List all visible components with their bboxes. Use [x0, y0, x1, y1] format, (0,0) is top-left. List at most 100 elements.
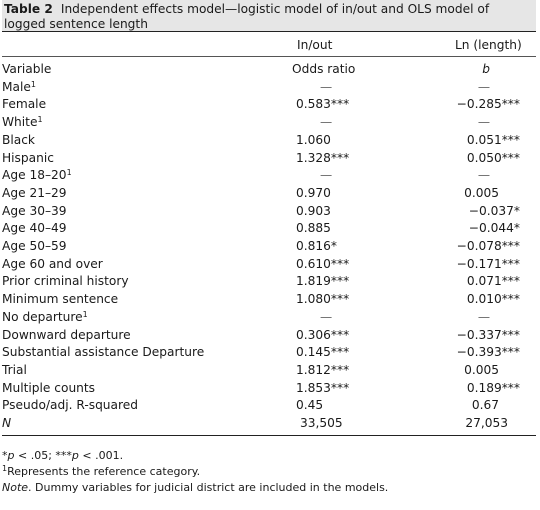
row-label-text: Age 21–29 [2, 185, 67, 200]
table-row: Pseudo/adj. R-squared 0.45 0.67 [2, 397, 536, 415]
row-label-text: Age 18–20 [2, 168, 67, 183]
reference-superscript: 1 [30, 79, 36, 89]
row-label-text: Age 60 and over [2, 256, 103, 271]
table-container: Table 2 Independent effects model—logisti… [2, 0, 536, 496]
header-rule [2, 56, 536, 57]
row-label-text: Substantial assistance Departure [2, 345, 205, 360]
odds-ratio-cell: 0.970 [296, 185, 331, 200]
odds-ratio-cell: 0.45 [296, 398, 324, 413]
row-label-text: Male [2, 79, 31, 94]
odds-ratio-cell: 1.853*** [296, 380, 350, 395]
odds-ratio-cell: — [320, 79, 333, 94]
row-label: Multiple counts [2, 380, 252, 398]
odds-ratio-cell: 1.080*** [296, 292, 350, 307]
col-group-in-out: In/out [297, 38, 333, 52]
results-table: Variable Odds ratio b Male1— — Female 0.583… [2, 57, 536, 433]
b-coefficient-cell: 0.189*** [466, 380, 520, 395]
b-coefficient-cell: −0.037* [468, 203, 520, 218]
row-label: Age 21–29 [2, 185, 252, 203]
table-row: Black 1.060 0.051*** [2, 132, 536, 150]
row-label-text: Pseudo/adj. R-squared [2, 398, 138, 413]
b-coefficient-cell: −0.044* [468, 221, 520, 236]
row-label: Downward departure [2, 327, 252, 345]
table-notes: *p < .05; ***p < .001. 1Represents the r… [2, 448, 536, 496]
note-text: . Dummy variables for judicial district … [28, 480, 389, 494]
table-row: Substantial assistance Departure 0.145***… [2, 344, 536, 362]
row-label-text: Age 40–49 [2, 221, 67, 236]
row-label: Age 30–39 [2, 203, 252, 221]
odds-ratio-cell: 0.610*** [296, 256, 350, 271]
b-coefficient-cell: — [477, 168, 490, 183]
odds-ratio-cell: 0.306*** [296, 327, 350, 342]
row-label: Trial [2, 362, 252, 380]
odds-ratio-cell: 0.583*** [296, 97, 350, 112]
b-coefficient-cell: 0.010*** [466, 292, 520, 307]
odds-ratio-cell: 1.328*** [296, 150, 350, 165]
row-label-text: White [2, 115, 38, 130]
b-coefficient-cell: 0.071*** [466, 274, 520, 289]
table-row: White1 — — [2, 114, 536, 132]
table-row: Age 40–49 0.885 −0.044* [2, 220, 536, 238]
row-label-text: Trial [2, 362, 27, 377]
row-label-text: Black [2, 132, 35, 147]
reference-superscript: 1 [37, 115, 43, 125]
row-label-text: N [2, 416, 12, 431]
table-row: Trial 1.812*** 0.005 [2, 362, 536, 380]
b-coefficient-cell: — [477, 115, 490, 130]
b-coefficient-cell: −0.078*** [456, 239, 520, 254]
row-label-text: No departure [2, 309, 83, 324]
row-label: Male1 [2, 79, 252, 97]
col-group-ln-length: Ln (length) [455, 38, 522, 52]
table-row: Age 21–29 0.970 0.005 [2, 185, 536, 203]
table-row: Multiple counts 1.853*** 0.189*** [2, 380, 536, 398]
row-label: Pseudo/adj. R-squared [2, 397, 252, 415]
table-row: Minimum sentence 1.080*** 0.010*** [2, 291, 536, 309]
row-label: Age 40–49 [2, 220, 252, 238]
bottom-rule [2, 434, 536, 436]
row-label-text: Prior criminal history [2, 274, 129, 289]
table-row: Downward departure 0.306*** −0.337*** [2, 327, 536, 345]
table-title: Independent effects model—logistic model… [4, 2, 490, 31]
row-label-text: Minimum sentence [2, 292, 119, 307]
column-header-row: Variable Odds ratio b [2, 57, 536, 79]
b-coefficient-cell: — [477, 309, 490, 324]
row-label-text: Age 50–59 [2, 239, 67, 254]
row-label: Minimum sentence [2, 291, 252, 309]
table-row: No departure1 — — [2, 309, 536, 327]
reference-text: Represents the reference category. [7, 464, 201, 478]
reference-superscript: 1 [66, 168, 72, 178]
reference-superscript: 1 [82, 309, 88, 319]
table-row: Age 60 and over 0.610*** −0.171*** [2, 256, 536, 274]
col-header-b: b [482, 62, 490, 76]
b-coefficient-cell: 0.051*** [466, 132, 520, 147]
row-label-text: Hispanic [2, 150, 54, 165]
b-coefficient-cell: −0.337*** [456, 327, 520, 342]
odds-ratio-cell: 0.145*** [296, 345, 350, 360]
b-coefficient-cell: 0.005 [464, 362, 499, 377]
table-row: Hispanic 1.328*** 0.050*** [2, 150, 536, 168]
odds-ratio-cell: 1.060 [296, 132, 331, 147]
significance-note: *p < .05; ***p < .001. [2, 448, 536, 464]
n-label: N [2, 415, 252, 433]
row-label: Age 60 and over [2, 256, 252, 274]
table-row: Prior criminal history 1.819*** 0.071*** [2, 273, 536, 291]
reference-mark: 1 [2, 463, 8, 473]
b-coefficient-cell: 0.050*** [466, 150, 520, 165]
column-group-header: In/out Ln (length) [2, 32, 536, 56]
note-label: Note [2, 480, 29, 494]
row-label: White1 [2, 114, 252, 132]
b-coefficient-cell: −0.285*** [456, 97, 520, 112]
row-label: Age 50–59 [2, 238, 252, 256]
odds-ratio-cell: — [320, 309, 333, 324]
row-label-text: Downward departure [2, 327, 131, 342]
row-label: Black [2, 132, 252, 150]
row-label-text: Multiple counts [2, 380, 96, 395]
b-coefficient-cell: −0.393*** [456, 345, 520, 360]
row-label: Hispanic [2, 150, 252, 168]
row-label: No departure1 [2, 309, 252, 327]
table-row: Male1 — — [2, 79, 536, 97]
general-note: Note. Dummy variables for judicial distr… [2, 480, 536, 496]
table-row: Age 18–201 — — [2, 167, 536, 185]
col-header-odds: Odds ratio [292, 62, 356, 76]
row-label: Age 18–201 [2, 167, 252, 185]
